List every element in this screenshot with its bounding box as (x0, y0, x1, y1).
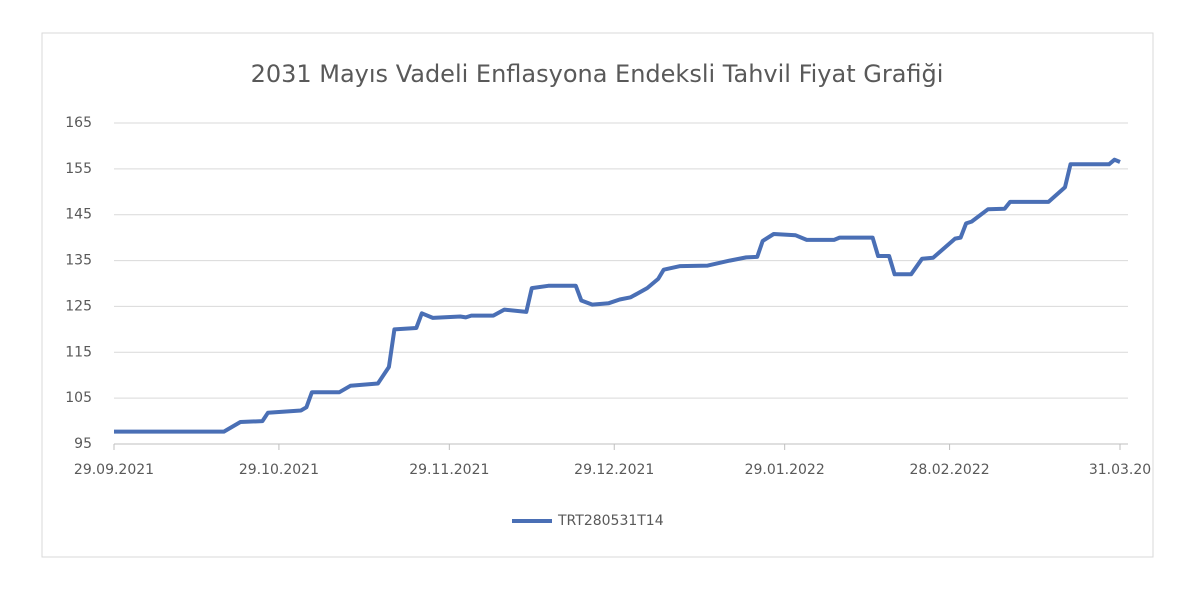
y-tick-label: 165 (65, 115, 92, 131)
x-tick-label: 29.11.2021 (409, 462, 489, 478)
y-tick-label: 105 (65, 390, 92, 406)
y-tick-label: 155 (65, 161, 92, 177)
chart-title: 2031 Mayıs Vadeli Enflasyona Endeksli Ta… (251, 60, 944, 88)
y-tick-label: 145 (65, 207, 92, 223)
y-tick-label: 135 (65, 253, 92, 269)
series-line (114, 157, 1121, 434)
x-tick-label: 29.10.2021 (239, 462, 319, 478)
x-tick-label: 29.12.2021 (574, 462, 654, 478)
y-tick-label: 125 (65, 298, 92, 314)
x-tick-label: 29.09.2021 (74, 462, 154, 478)
x-tick-label: 28.02.2022 (909, 462, 989, 478)
legend-label: TRT280531T14 (557, 513, 664, 529)
x-tick-label: 29.01.2022 (745, 462, 825, 478)
x-tick-label: 31.03.20 (1089, 462, 1151, 478)
chart-frame (41, 32, 1154, 558)
y-tick-label: 115 (65, 344, 92, 360)
y-tick-label: 95 (74, 436, 92, 452)
